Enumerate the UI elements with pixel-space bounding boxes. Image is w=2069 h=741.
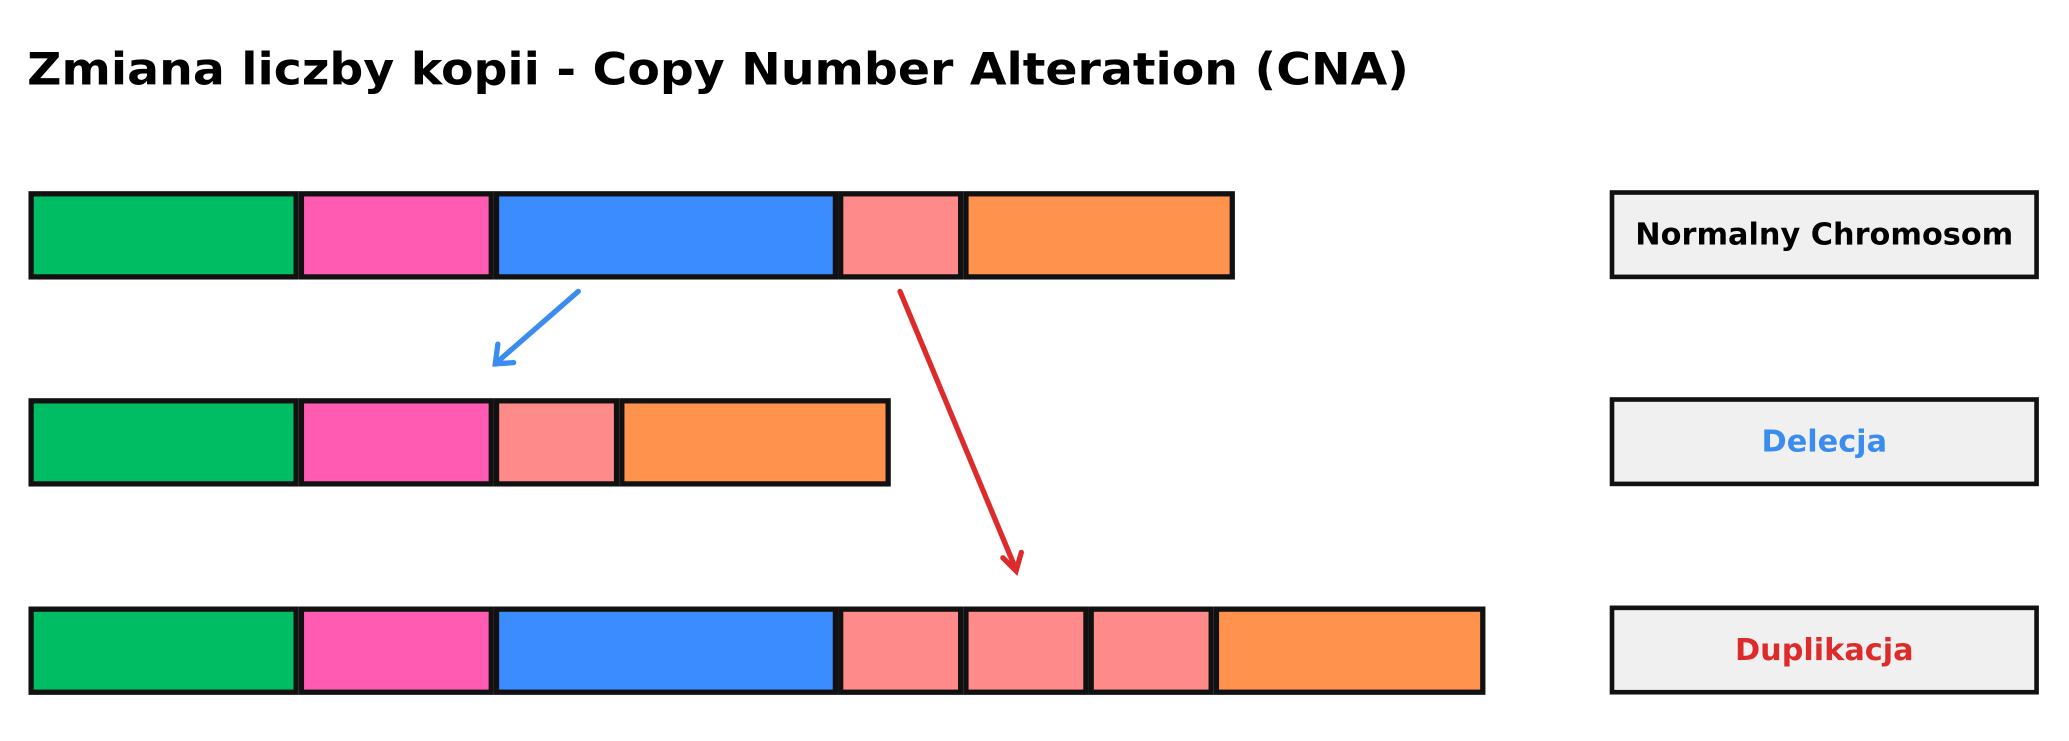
label-box — [1609, 190, 2039, 280]
segment — [619, 398, 891, 487]
segment — [493, 398, 620, 487]
segment — [28, 398, 299, 487]
duplication-arrow — [897, 288, 1024, 576]
label: Delecja — [1762, 425, 1887, 460]
deletion-arrow — [492, 288, 581, 367]
normal-chromosome — [28, 191, 1235, 280]
segment — [1088, 606, 1214, 695]
segment — [298, 606, 494, 695]
label-box — [1609, 605, 2039, 695]
segment — [28, 606, 299, 695]
segment — [963, 191, 1235, 280]
segment — [493, 191, 839, 280]
segment — [1213, 606, 1486, 695]
duplication-chromosome — [28, 606, 1486, 695]
segment — [493, 606, 839, 695]
segment — [838, 606, 964, 695]
label: Normalny Chromosom — [1635, 218, 2013, 253]
segment — [838, 191, 964, 280]
segment — [298, 398, 494, 487]
segment — [963, 606, 1089, 695]
title: Zmiana liczby kopii - Copy Number Altera… — [27, 43, 1409, 96]
label: Duplikacja — [1735, 633, 1914, 668]
segment — [28, 191, 299, 280]
segment — [298, 191, 494, 280]
deletion-chromosome — [28, 398, 891, 487]
label-box — [1609, 397, 2039, 487]
